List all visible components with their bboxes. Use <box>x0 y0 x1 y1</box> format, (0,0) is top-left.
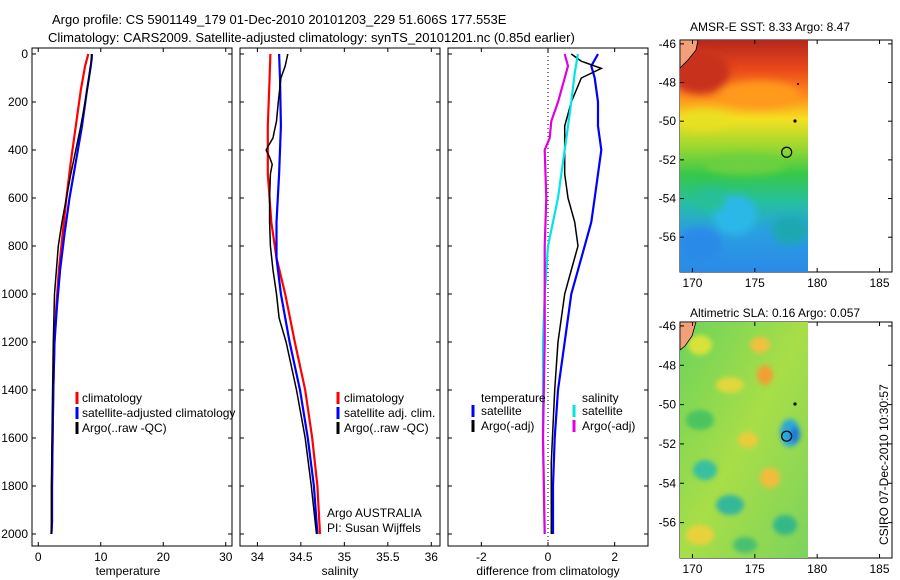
y-tick-label: 2000 <box>1 527 28 541</box>
map-x-tick-label: 175 <box>745 276 765 290</box>
legend-label: satellite adj. clim. <box>344 406 435 420</box>
y-tick-label: 1200 <box>1 335 28 349</box>
temperature-series <box>50 53 94 535</box>
x-tick-label: 34 <box>251 550 265 564</box>
map-y-tick-label: -56 <box>659 516 677 530</box>
y-tick-label: 1600 <box>1 431 28 445</box>
legend-label: climatology <box>344 391 404 405</box>
y-tick-label: 600 <box>8 191 28 205</box>
map-x-tick-label: 185 <box>870 562 890 576</box>
x-tick-label: 30 <box>219 550 233 564</box>
map-x-tick-label: 185 <box>870 276 890 290</box>
sla-argo-location-marker <box>781 430 793 442</box>
x-tick-label: 2 <box>611 550 618 564</box>
x-tick-label: 0 <box>35 550 42 564</box>
series-line-argo-raw-qc- <box>50 53 93 534</box>
map-y-tick-label: -52 <box>659 153 677 167</box>
x-tick-label: 35 <box>338 550 352 564</box>
salinity-axes <box>239 47 441 547</box>
legend-title-salinity: salinity <box>582 391 619 405</box>
map-y-tick-label: -46 <box>659 319 677 333</box>
series-line-temperature-argo-adj- <box>550 53 604 534</box>
difference-series <box>541 53 604 535</box>
series-line-salinity-satellite <box>541 53 580 535</box>
legend-label: climatology <box>82 391 142 405</box>
temperature-axes <box>31 47 233 547</box>
series-line-salinity-argo-adj- <box>541 53 570 535</box>
series-line-temperature-satellite <box>551 53 603 534</box>
salinity-legend: climatology satellite adj. clim. Argo(..… <box>327 391 435 535</box>
map-y-tick-label: -48 <box>659 76 677 90</box>
sst-map-title: AMSR-E SST: 8.33 Argo: 8.47 <box>690 20 850 34</box>
map-y-tick-label: -54 <box>659 476 677 490</box>
map-y-tick-label: -52 <box>659 437 677 451</box>
x-tick-label: 10 <box>94 550 108 564</box>
y-tick-label: 1400 <box>1 383 28 397</box>
sla-map-ticks: 170 175 180 185 -46 -48 -50 -52 -54 -56 <box>659 319 892 576</box>
y-tick-label: 800 <box>8 239 28 253</box>
map-y-tick-label: -50 <box>659 114 677 128</box>
map-y-tick-label: -48 <box>659 358 677 372</box>
y-tick-label: 200 <box>8 95 28 109</box>
difference-legend: temperature salinity satellite Argo(-adj… <box>471 391 635 433</box>
salinity-series <box>265 53 322 535</box>
credit-timestamp: CSIRO 07-Dec-2010 10:30:57 <box>877 384 891 545</box>
temperature-ticks: 0 10 20 30 0 200 400 600 800 1000 1200 1400 1600 1800… <box>1 47 232 564</box>
annotation-pi-name: PI: Susan Wijffels <box>327 521 421 535</box>
map-y-tick-label: -50 <box>659 398 677 412</box>
series-line-satellite-adj-clim- <box>275 53 319 535</box>
sst-map-ticks: 170 175 180 185 -46 -48 -50 -52 -54 -56 <box>659 37 892 290</box>
difference-ticks: -2 0 2 <box>448 48 648 564</box>
map-x-tick-label: 170 <box>682 276 702 290</box>
figure-title-line1: Argo profile: CS 5901149_179 01-Dec-2010… <box>52 12 507 27</box>
series-line-climatology <box>266 53 322 535</box>
x-tick-label: 20 <box>157 550 171 564</box>
sst-argo-location-marker <box>781 146 793 158</box>
y-tick-label: 1800 <box>1 479 28 493</box>
map-x-tick-label: 180 <box>807 276 827 290</box>
legend-label: satellite <box>481 404 522 418</box>
legend-label: Argo(-adj) <box>582 419 635 433</box>
y-tick-label: 400 <box>8 143 28 157</box>
map-x-tick-label: 175 <box>745 562 765 576</box>
map-y-tick-label: -56 <box>659 230 677 244</box>
sla-map-field <box>680 322 808 558</box>
x-tick-label: 36 <box>425 550 439 564</box>
salinity-xlabel: salinity <box>322 564 359 578</box>
series-line-argo-raw-qc- <box>265 53 318 535</box>
y-tick-label: 1000 <box>1 287 28 301</box>
legend-label: satellite-adjusted climatology <box>82 406 235 420</box>
temperature-legend: climatology satellite-adjusted climatolo… <box>75 391 235 435</box>
legend-label: Argo(-adj) <box>481 419 534 433</box>
x-tick-label: 34.5 <box>289 550 313 564</box>
map-x-tick-label: 170 <box>682 562 702 576</box>
map-y-tick-label: -46 <box>659 37 677 51</box>
difference-xlabel: difference from climatology <box>476 564 619 578</box>
sst-map-field <box>680 40 808 272</box>
x-tick-label: 0 <box>545 550 552 564</box>
annotation-argo-australia: Argo AUSTRALIA <box>327 506 422 520</box>
legend-label: Argo(..raw -QC) <box>344 421 429 435</box>
map-y-tick-label: -54 <box>659 192 677 206</box>
map-x-tick-label: 180 <box>807 562 827 576</box>
legend-label: Argo(..raw -QC) <box>82 421 167 435</box>
x-tick-label: 35.5 <box>376 550 400 564</box>
legend-label: satellite <box>582 404 623 418</box>
figure-title-line2: Climatology: CARS2009. Satellite-adjuste… <box>48 30 575 45</box>
legend-title-temperature: temperature <box>481 391 546 405</box>
y-tick-label: 0 <box>21 47 28 61</box>
temperature-xlabel: temperature <box>96 564 161 578</box>
salinity-ticks: 34 34.5 35 35.5 36 <box>240 48 440 564</box>
sla-map-title: Altimetric SLA: 0.16 Argo: 0.057 <box>690 306 860 320</box>
x-tick-label: -2 <box>476 550 487 564</box>
